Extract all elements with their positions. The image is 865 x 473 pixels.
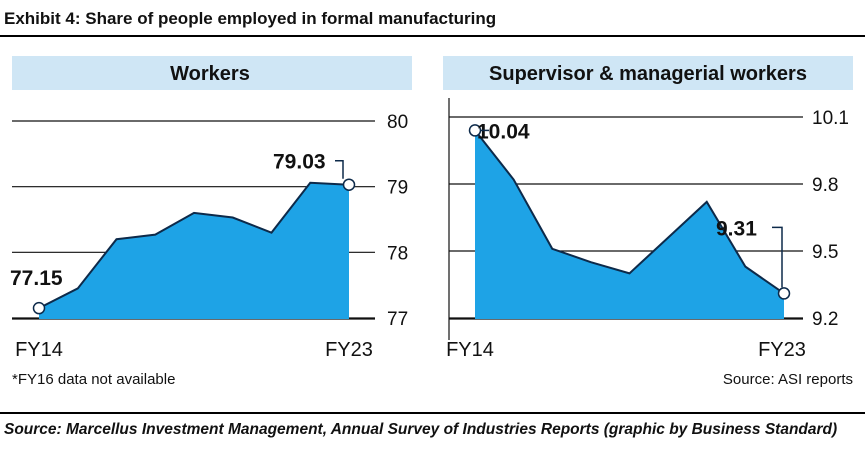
chart1-point-marker bbox=[342, 178, 356, 191]
chart2-y-tick-label: 9.5 bbox=[812, 242, 838, 263]
chart2-area-fill bbox=[475, 130, 784, 319]
chart1-y-tick-label: 77 bbox=[387, 309, 408, 330]
source-note: Source: Marcellus Investment Management,… bbox=[4, 421, 838, 438]
exhibit-title: Exhibit 4: Share of people employed in f… bbox=[4, 9, 497, 28]
chart2-y-tick-label: 9.2 bbox=[812, 309, 838, 330]
chart1-data-label: 77.15 bbox=[10, 267, 63, 290]
chart2-data-label: 10.04 bbox=[477, 120, 530, 143]
chart1-series-line bbox=[38, 181, 350, 310]
chart1-point-marker bbox=[32, 301, 46, 315]
chart1-title-band bbox=[12, 56, 412, 90]
chart1-title: Workers bbox=[170, 63, 250, 85]
chart1-x-tick-label: FY14 bbox=[15, 339, 63, 361]
chart2-x-tick-label: FY14 bbox=[446, 339, 494, 361]
chart2-footnote: Source: ASI reports bbox=[723, 371, 853, 388]
chart1-y-tick-label: 79 bbox=[387, 178, 408, 199]
chart1-data-label: 79.03 bbox=[273, 151, 326, 174]
chart2-title: Supervisor & managerial workers bbox=[489, 63, 807, 85]
chart1-footnote: *FY16 data not available bbox=[12, 371, 175, 388]
chart2-data-label: 9.31 bbox=[716, 217, 757, 240]
chart2-leader-line bbox=[772, 226, 783, 288]
chart2-series-line bbox=[474, 129, 785, 295]
chart1-area-fill bbox=[39, 182, 349, 319]
charts-canvas: Workers 77 78 79 80 77.15 79.03 FY14 FY23 *FY16 d… bbox=[10, 56, 853, 388]
chart1-x-tick-label: FY23 bbox=[325, 339, 373, 361]
title-top-rule bbox=[0, 35, 865, 37]
source-top-rule bbox=[0, 412, 865, 414]
chart1-y-tick-label: 78 bbox=[387, 243, 408, 264]
chart2-title-band bbox=[443, 56, 853, 90]
chart2-point-marker bbox=[777, 287, 791, 300]
chart1-leader-line bbox=[335, 159, 344, 179]
chart2-x-tick-label: FY23 bbox=[758, 339, 806, 361]
chart2-y-tick-label: 10.1 bbox=[812, 108, 849, 129]
chart1-y-tick-label: 80 bbox=[387, 112, 408, 133]
chart2-y-tick-label: 9.8 bbox=[812, 175, 838, 196]
